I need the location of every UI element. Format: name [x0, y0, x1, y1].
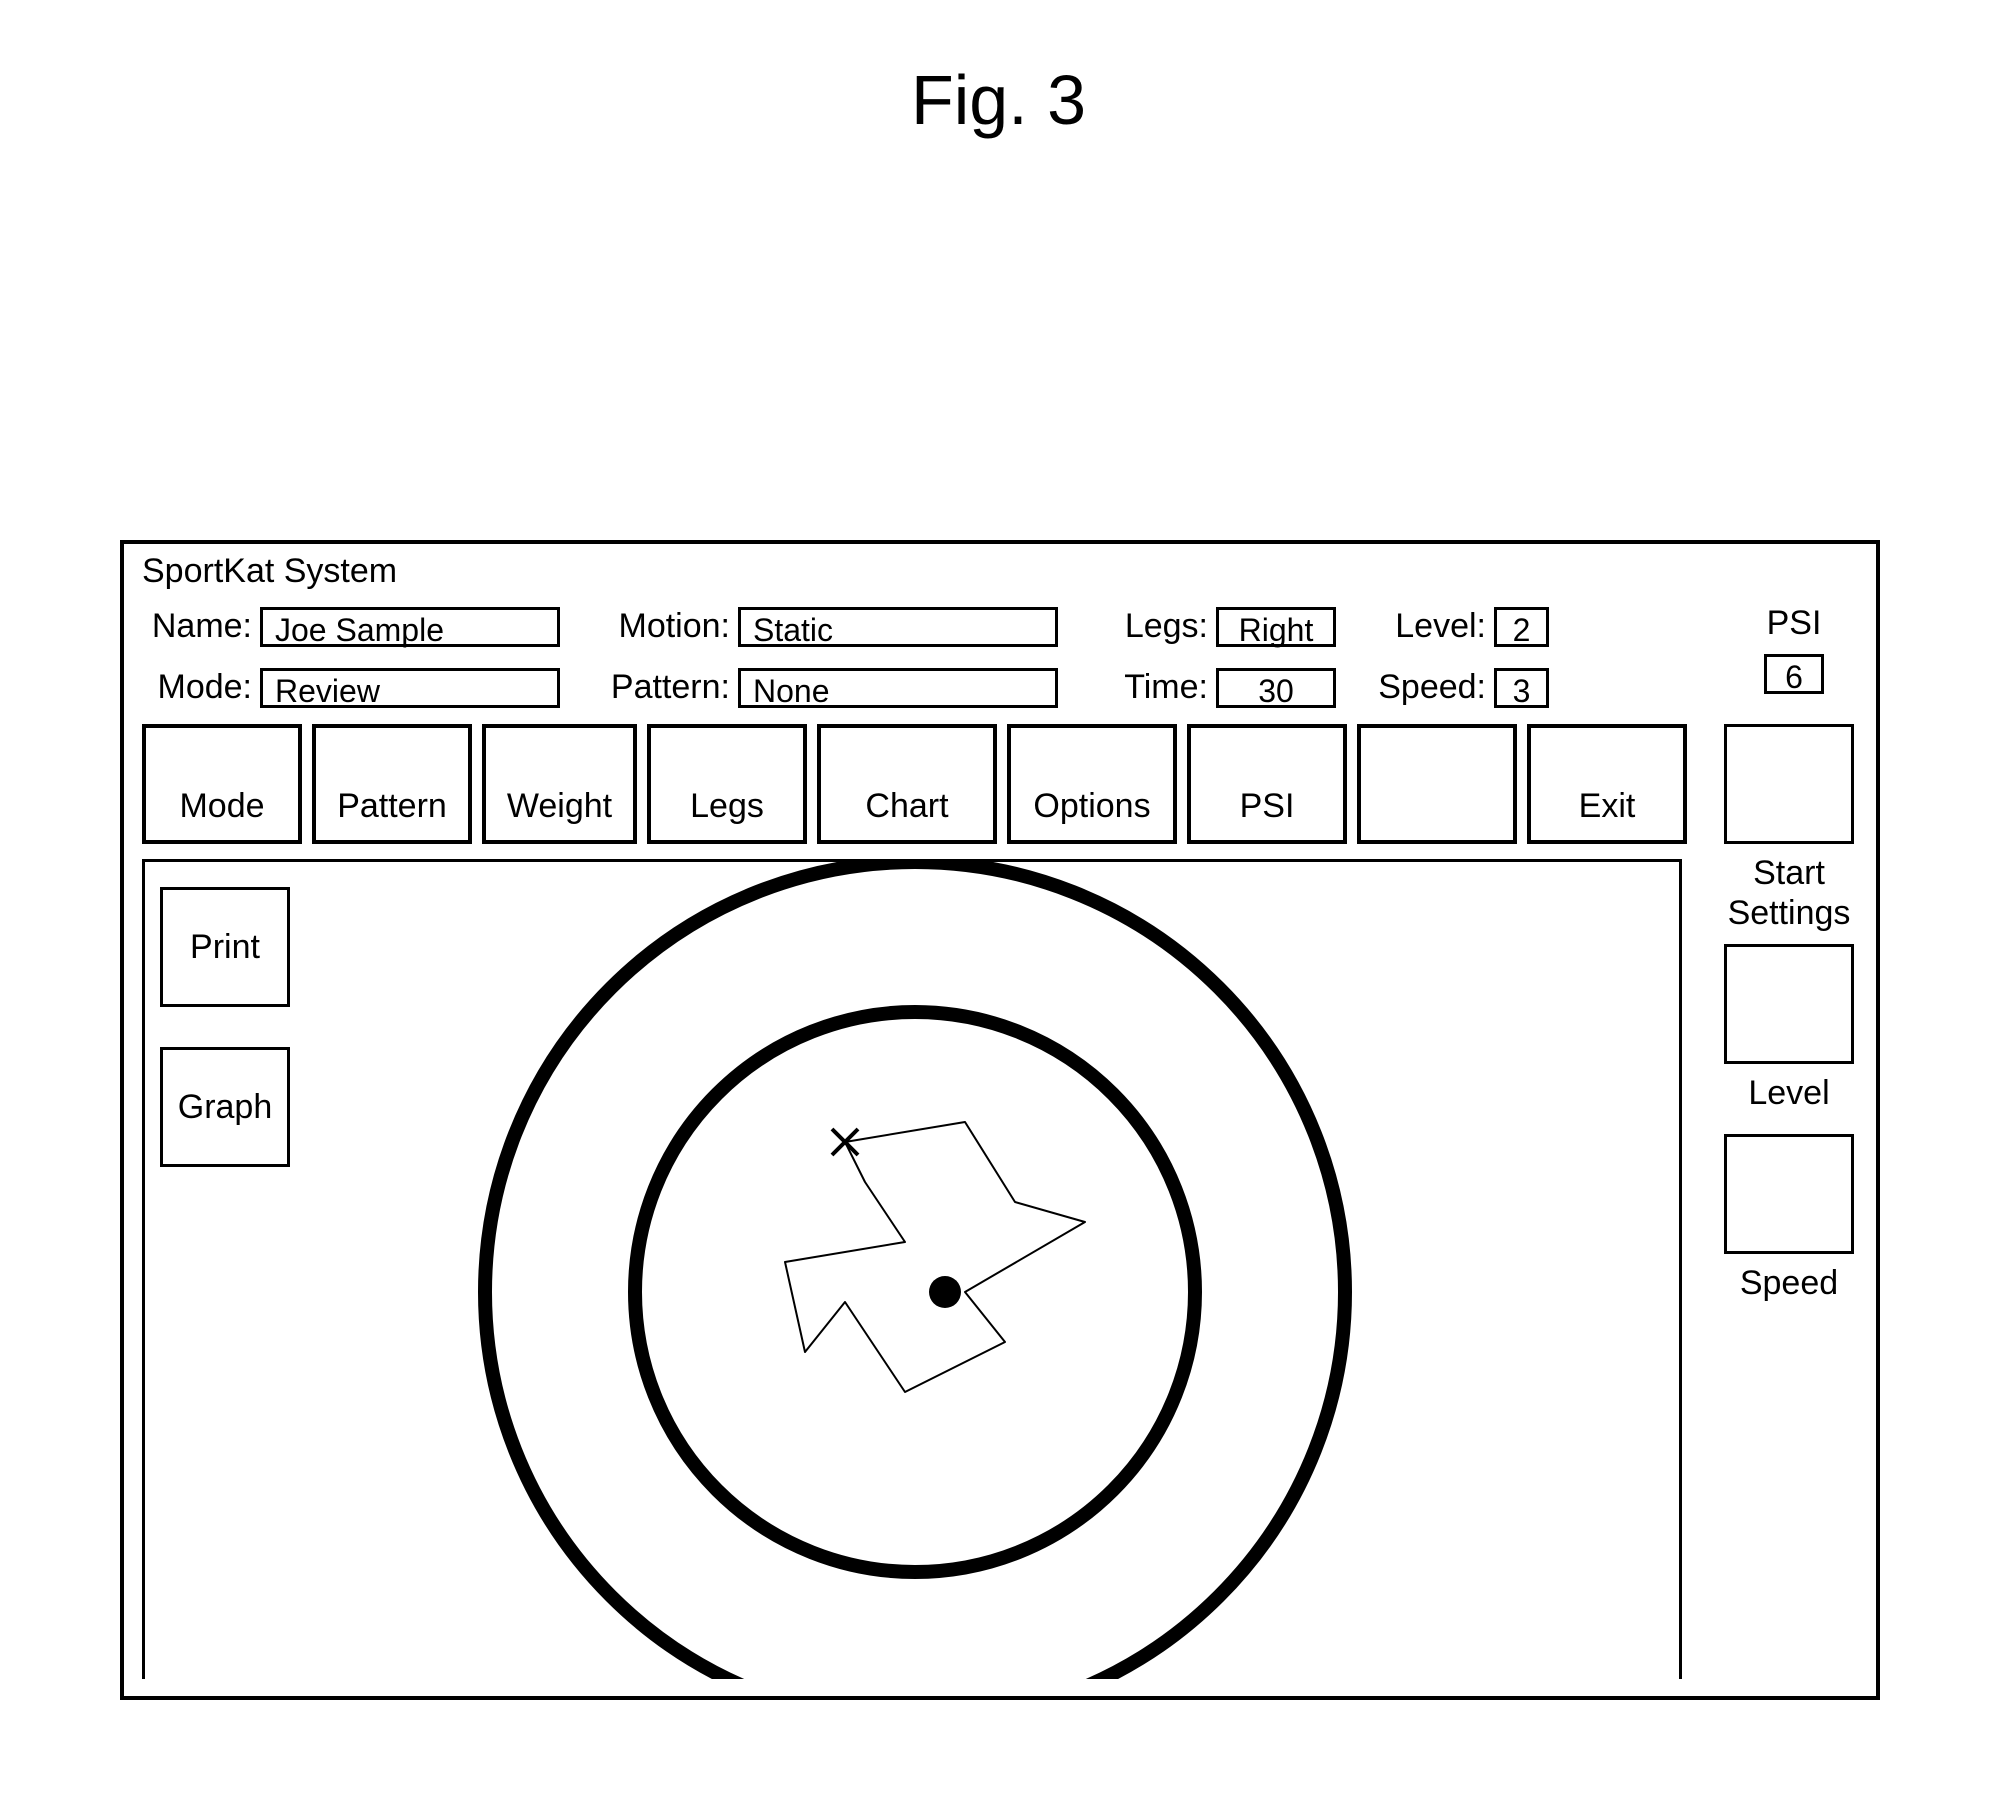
- name-field[interactable]: Joe Sample: [260, 607, 560, 647]
- pattern-label: Pattern:: [560, 668, 738, 707]
- psi-label: PSI: [1744, 604, 1844, 643]
- figure-title: Fig. 3: [0, 60, 1997, 140]
- level-label: Level:: [1336, 607, 1494, 646]
- mode-field[interactable]: Review: [260, 668, 560, 708]
- exit-button[interactable]: Exit: [1527, 724, 1687, 844]
- name-label: Name:: [142, 607, 260, 646]
- motion-label: Motion:: [560, 607, 738, 646]
- speed-field[interactable]: 3: [1494, 668, 1549, 708]
- mode-button[interactable]: Mode: [142, 724, 302, 844]
- start-label: Start: [1714, 854, 1864, 893]
- legs-field[interactable]: Right: [1216, 607, 1336, 647]
- toolbar: Mode Pattern Weight Legs Chart Options P…: [142, 724, 1687, 844]
- psi-value: 6: [1764, 654, 1824, 694]
- time-label: Time:: [1058, 668, 1216, 707]
- settings-label: Settings: [1704, 894, 1874, 933]
- level-button[interactable]: [1724, 944, 1854, 1064]
- pattern-button[interactable]: Pattern: [312, 724, 472, 844]
- speed-button[interactable]: [1724, 1134, 1854, 1254]
- chart-button[interactable]: Chart: [817, 724, 997, 844]
- level-field[interactable]: 2: [1494, 607, 1549, 647]
- legs-label: Legs:: [1058, 607, 1216, 646]
- balance-canvas: Print Graph: [142, 859, 1682, 1679]
- legs-button[interactable]: Legs: [647, 724, 807, 844]
- level-btn-label: Level: [1714, 1074, 1864, 1113]
- speed-label: Speed:: [1336, 668, 1494, 707]
- motion-field[interactable]: Static: [738, 607, 1058, 647]
- mode-label: Mode:: [142, 668, 260, 707]
- start-button[interactable]: [1724, 724, 1854, 844]
- window-title: SportKat System: [142, 552, 397, 591]
- balance-chart-svg: [145, 862, 1682, 1679]
- app-window: SportKat System Name: Joe Sample Motion:…: [120, 540, 1880, 1700]
- blank-button[interactable]: [1357, 724, 1517, 844]
- pattern-field[interactable]: None: [738, 668, 1058, 708]
- options-button[interactable]: Options: [1007, 724, 1177, 844]
- psi-button[interactable]: PSI: [1187, 724, 1347, 844]
- time-field[interactable]: 30: [1216, 668, 1336, 708]
- info-panel: Name: Joe Sample Motion: Static Legs: Ri…: [142, 599, 1858, 721]
- weight-button[interactable]: Weight: [482, 724, 637, 844]
- speed-btn-label: Speed: [1714, 1264, 1864, 1303]
